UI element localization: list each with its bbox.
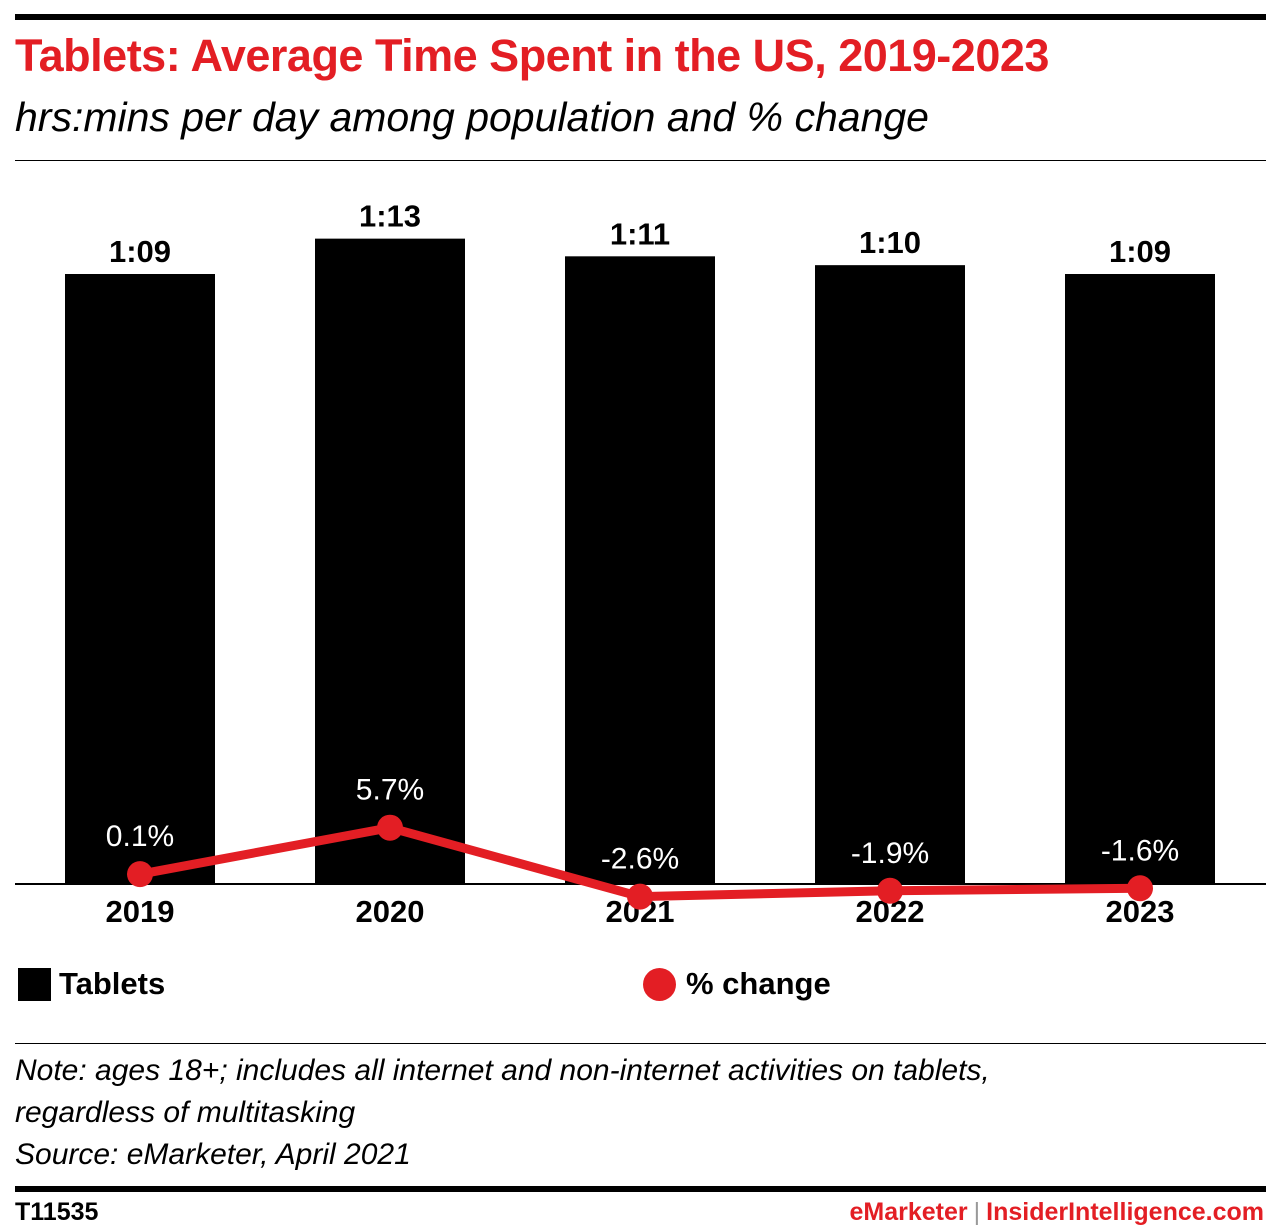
bar-label-2020: 1:13 xyxy=(359,199,421,234)
bottom-rule xyxy=(15,1186,1266,1192)
legend-item-tablets: Tablets xyxy=(18,962,165,1006)
bar-label-2023: 1:09 xyxy=(1109,234,1171,269)
bar-label-2022: 1:10 xyxy=(859,225,921,260)
bar-label-2021: 1:11 xyxy=(610,216,670,251)
top-rule xyxy=(15,14,1266,20)
brand-emarketer: eMarketer xyxy=(849,1198,968,1226)
brand-insider-intelligence: InsiderIntelligence.com xyxy=(986,1198,1264,1226)
change-label-2021: -2.6% xyxy=(601,843,679,876)
bar-label-2019: 1:09 xyxy=(109,234,171,269)
brand-credit: eMarketer | InsiderIntelligence.com xyxy=(850,1198,1265,1227)
bar-2021 xyxy=(565,256,715,884)
change-label-2023: -1.6% xyxy=(1101,834,1179,867)
legend-label-tablets: Tablets xyxy=(59,966,166,1001)
bar-2020 xyxy=(315,238,465,884)
bar-2023 xyxy=(1065,274,1215,884)
chart-subtitle: hrs:mins per day among population and % … xyxy=(15,94,929,140)
bar-2022 xyxy=(815,265,965,884)
x-tick-2020: 2020 xyxy=(356,894,425,929)
chart-title: Tablets: Average Time Spent in the US, 2… xyxy=(15,30,1049,81)
source-line: Source: eMarketer, April 2021 xyxy=(15,1138,411,1171)
note-line-1: Note: ages 18+; includes all internet an… xyxy=(15,1054,990,1087)
chart-area: 1:091:131:11 1:10 1:09 2019 2020 2021 2022 202… xyxy=(15,199,1266,929)
x-tick-2019: 2019 xyxy=(106,894,175,929)
change-label-2022: -1.9% xyxy=(851,837,929,870)
note-line-2: regardless of multitasking xyxy=(15,1096,356,1129)
change-point-2021 xyxy=(627,883,653,910)
header-divider xyxy=(15,160,1266,161)
change-point-2022 xyxy=(877,877,903,904)
legend-swatch-line xyxy=(643,967,676,1001)
bar-2019 xyxy=(65,274,215,884)
legend-swatch-bar xyxy=(18,967,51,1001)
legend-label-change: % change xyxy=(686,966,831,1001)
change-label-2019: 0.1% xyxy=(106,820,174,853)
footer-divider xyxy=(15,1043,1266,1044)
footnote: Note: ages 18+; includes all internet an… xyxy=(15,1050,1265,1176)
brand-separator: | xyxy=(973,1198,981,1226)
bar-group xyxy=(65,238,1215,884)
legend-item-change: % change xyxy=(643,962,831,1006)
change-point-2019 xyxy=(127,861,153,888)
change-point-2020 xyxy=(377,814,403,841)
change-line-group: 0.1% 5.7% -2.6% -1.9% -1.6% xyxy=(106,774,1179,910)
change-label-2020: 5.7% xyxy=(356,774,424,807)
bar-label-group: 1:09 1:13 1:11 1:10 1:09 xyxy=(109,199,1171,269)
change-point-2023 xyxy=(1127,875,1153,902)
chart-id: T11535 xyxy=(15,1198,99,1226)
